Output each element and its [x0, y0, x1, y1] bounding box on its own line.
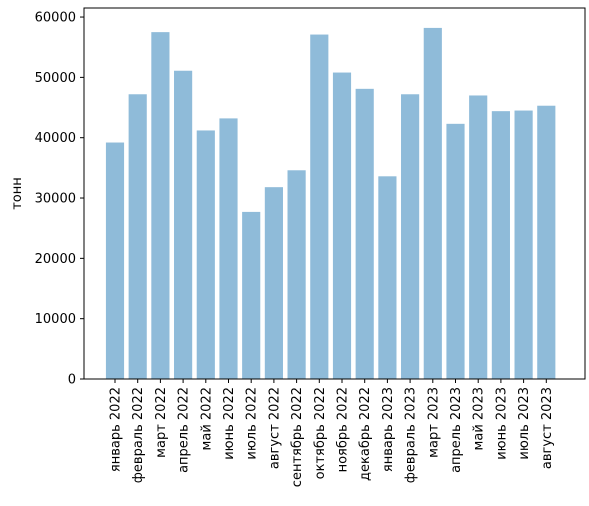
- x-tick-label-14: февраль 2023: [404, 387, 419, 483]
- y-tick-label-7: 60000: [35, 11, 76, 26]
- x-tick-label-17: май 2023: [472, 387, 487, 450]
- x-tick-label-11: ноябрь 2022: [336, 387, 351, 472]
- bar-3: [151, 32, 170, 380]
- y-tick-label-1: 0: [68, 373, 76, 388]
- y-axis: 0 10000 20000 30000 40000 50000 60000: [35, 11, 84, 388]
- bar-7: [242, 211, 261, 379]
- x-tick-label-1: январь 2022: [109, 387, 124, 472]
- bar-2: [128, 94, 147, 379]
- x-tick-label-5: май 2022: [199, 387, 214, 450]
- x-tick-label-13: январь 2023: [381, 387, 396, 472]
- x-tick-label-8: август 2022: [267, 387, 282, 469]
- x-tick-label-6: июнь 2022: [222, 387, 237, 460]
- y-tick-label-4: 30000: [35, 192, 76, 207]
- bar-19: [514, 110, 533, 379]
- bar-20: [537, 105, 556, 379]
- y-tick-label-3: 20000: [35, 252, 76, 267]
- x-tick-label-7: июль 2022: [245, 387, 260, 460]
- x-tick-label-16: апрель 2023: [449, 387, 464, 473]
- bar-13: [378, 176, 397, 379]
- bar-10: [310, 34, 329, 379]
- x-tick-label-19: июль 2023: [517, 387, 532, 460]
- x-axis: январь 2022 февраль 2022 март 2022 апрель 2…: [109, 379, 555, 487]
- bar-18: [491, 111, 510, 379]
- y-tick-label-6: 50000: [35, 71, 76, 86]
- x-tick-label-20: август 2023: [540, 387, 555, 469]
- x-tick-label-10: октябрь 2022: [313, 387, 328, 479]
- bar-4: [174, 70, 193, 379]
- y-axis-label: тонн: [10, 177, 25, 210]
- bar-6: [219, 118, 238, 380]
- bar-12: [355, 88, 374, 380]
- bar-8: [264, 187, 283, 379]
- x-tick-label-4: апрель 2022: [177, 387, 192, 473]
- bar-1: [105, 142, 125, 379]
- bar-14: [401, 94, 420, 379]
- bar-15: [423, 27, 442, 379]
- bar-16: [446, 123, 465, 379]
- x-tick-label-15: март 2023: [426, 387, 441, 458]
- plot-frame: [83, 7, 586, 380]
- y-tick-label-5: 40000: [35, 131, 76, 146]
- x-tick-label-3: март 2022: [154, 387, 169, 458]
- x-tick-label-12: декабрь 2022: [358, 387, 373, 481]
- bar-17: [469, 95, 488, 379]
- bar-5: [196, 130, 215, 379]
- bar-11: [332, 72, 352, 379]
- x-tick-label-2: февраль 2022: [131, 387, 146, 483]
- bars-group: [105, 27, 556, 380]
- x-tick-label-9: сентябрь 2022: [290, 387, 305, 487]
- bar-9: [287, 170, 306, 379]
- y-tick-label-2: 10000: [35, 312, 76, 327]
- x-tick-label-18: июнь 2023: [494, 387, 509, 460]
